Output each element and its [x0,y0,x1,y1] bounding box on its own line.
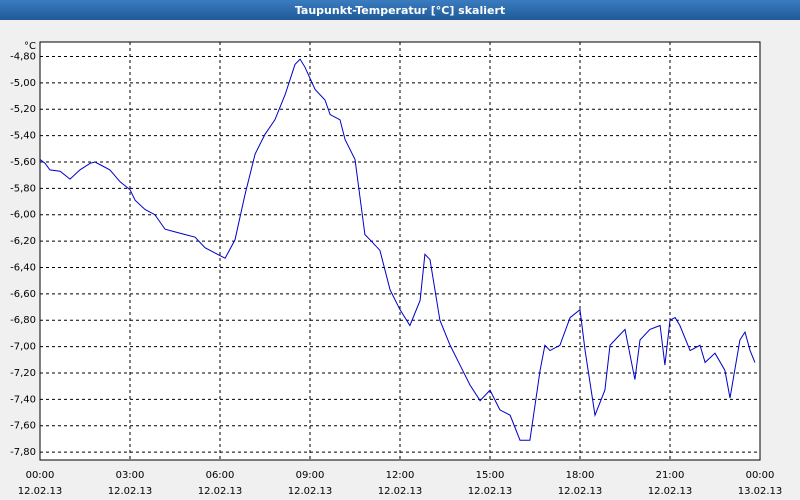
x-tick-label: 21:00 [656,470,685,481]
x-tick-label: 15:00 [476,470,505,481]
y-tick-label: -7,80 [10,447,36,458]
x-tick-date: 12.02.13 [648,486,693,497]
x-tick-date: 13.02.13 [738,486,783,497]
x-tick-date: 12.02.13 [558,486,603,497]
x-tick-date: 12.02.13 [288,486,333,497]
data-line [39,58,756,441]
y-tick-label: -6,20 [10,236,36,247]
x-tick-date: 12.02.13 [198,486,243,497]
y-tick-label: -6,80 [10,315,36,326]
y-tick-label: -5,40 [10,131,36,142]
x-tick-label: 18:00 [566,470,595,481]
title-bar [0,0,800,20]
x-tick-date: 12.02.13 [18,486,63,497]
chart-title: Taupunkt-Temperatur [°C] skaliert [295,4,505,17]
x-tick-label: 03:00 [116,470,145,481]
y-tick-label: -7,00 [10,342,36,353]
x-tick-date: 12.02.13 [108,486,153,497]
y-tick-label: -7,60 [10,421,36,432]
y-tick-label: -5,20 [10,104,36,115]
y-tick-label: -5,00 [10,78,36,89]
x-tick-label: 12:00 [386,470,415,481]
y-tick-label: -4,80 [10,52,36,63]
y-tick-label: -7,40 [10,394,36,405]
y-tick-label: -5,80 [10,183,36,194]
y-tick-label: -6,00 [10,210,36,221]
x-tick-label: 09:00 [296,470,325,481]
x-tick-label: 00:00 [746,470,775,481]
x-tick-date: 12.02.13 [378,486,423,497]
y-tick-label: -7,20 [10,368,36,379]
y-tick-label: -6,60 [10,289,36,300]
x-tick-label: 06:00 [206,470,235,481]
plot-border [39,41,761,461]
x-tick-date: 12.02.13 [468,486,513,497]
y-tick-label: -6,40 [10,262,36,273]
y-unit: °C [24,41,36,52]
y-tick-label: -5,60 [10,157,36,168]
x-tick-label: 00:00 [26,470,55,481]
